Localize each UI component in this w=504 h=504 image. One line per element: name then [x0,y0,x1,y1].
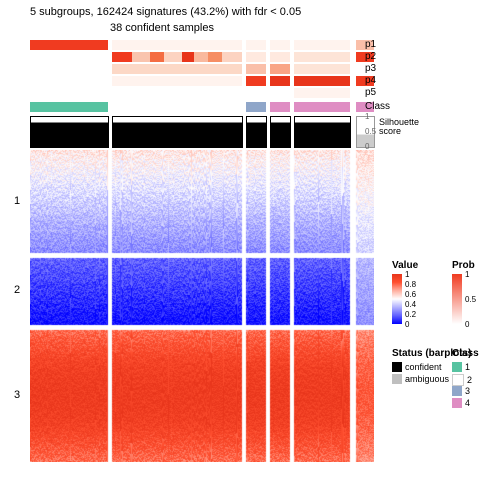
legend-class-title: Class [452,348,479,359]
prob-colorbar [452,274,462,324]
value-colorbar-tick: 0.6 [405,290,416,299]
row-cluster-label: 2 [14,284,20,296]
prob-colorbar-tick: 1 [465,270,469,279]
legend-class-item: 2 [452,374,472,386]
value-colorbar-tick: 0.8 [405,280,416,289]
legend-class-item: 4 [452,398,470,408]
anno-row-p4 [30,76,374,86]
legend-class-item: 3 [452,386,470,396]
silhouette-label: Silhouettescore [379,118,419,136]
anno-label-p3: p3 [365,63,376,74]
value-colorbar [392,274,402,324]
legend-class-item: 1 [452,362,470,372]
prob-colorbar-tick: 0.5 [465,295,476,304]
anno-label-p1: p1 [365,39,376,50]
anno-label-p2: p2 [365,51,376,62]
legend-status-item: ambiguous [392,374,449,384]
value-colorbar-tick: 0.2 [405,310,416,319]
anno-row-p2 [30,52,374,62]
row-cluster-label: 1 [14,195,20,207]
silhouette-box [246,116,267,148]
value-colorbar-tick: 0.4 [405,300,416,309]
silhouette-box [270,116,291,148]
anno-row-p3 [30,64,374,74]
plot-subtitle: 38 confident samples [110,22,214,34]
sil-scale-tick: 1 [365,112,369,121]
class-row [30,102,374,112]
legend-prob-title: Prob [452,260,475,271]
row-cluster-label: 3 [14,389,20,401]
anno-row-p1 [30,40,374,50]
silhouette-box [294,116,351,148]
value-colorbar-tick: 1 [405,270,409,279]
heatmap [30,150,374,462]
anno-label-p4: p4 [365,75,376,86]
legend-status-item: confident [392,362,442,372]
class-label: Class [365,101,390,112]
sil-scale-tick: 0.5 [365,127,376,136]
silhouette-box [30,116,109,148]
plot-title: 5 subgroups, 162424 signatures (43.2%) w… [30,6,301,18]
anno-label-p5: p5 [365,87,376,98]
prob-colorbar-tick: 0 [465,320,469,329]
value-colorbar-tick: 0 [405,320,409,329]
anno-row-p5 [30,88,374,98]
silhouette-box [112,116,243,148]
